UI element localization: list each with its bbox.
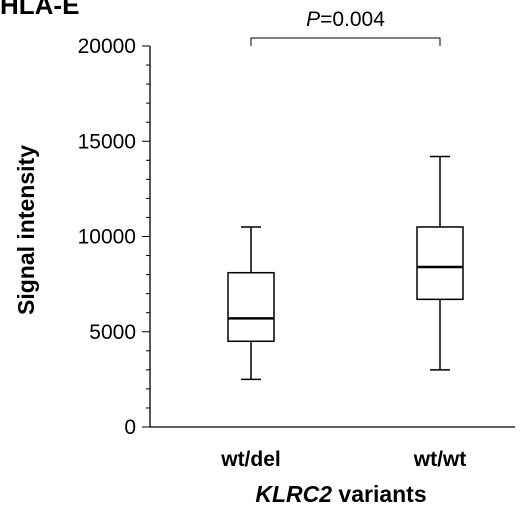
box-series bbox=[227, 155, 464, 381]
x-axis-label-rest: variants bbox=[332, 481, 427, 507]
significance-bracket: P=0.004 bbox=[250, 8, 441, 46]
iqr-box bbox=[416, 226, 464, 301]
p-value-label: P=0.004 bbox=[306, 8, 385, 31]
x-tick-label-wt-del: wt/del bbox=[220, 448, 281, 471]
y-axis-label: Signal intensity bbox=[13, 145, 39, 315]
y-tick-label: 0 bbox=[124, 416, 136, 439]
y-axis-ticks: 0 5000 10000 15000 20000 bbox=[78, 35, 150, 439]
figure-heading: HLA-E bbox=[0, 0, 79, 20]
iqr-box bbox=[227, 271, 275, 343]
p-value: =0.004 bbox=[320, 8, 385, 31]
y-tick-label: 20000 bbox=[78, 35, 136, 58]
y-tick-label: 15000 bbox=[78, 130, 136, 153]
y-tick-label: 5000 bbox=[89, 321, 136, 344]
bracket-line bbox=[250, 37, 441, 46]
y-tick-label: 10000 bbox=[78, 226, 136, 249]
x-axis-label: KLRC2 variants bbox=[255, 481, 426, 507]
box-wt-del bbox=[227, 226, 275, 381]
x-tick-label-wt-wt: wt/wt bbox=[413, 448, 467, 471]
p-symbol: P bbox=[306, 8, 320, 31]
box-wt-wt bbox=[416, 155, 464, 371]
x-axis-label-gene: KLRC2 bbox=[255, 481, 332, 507]
